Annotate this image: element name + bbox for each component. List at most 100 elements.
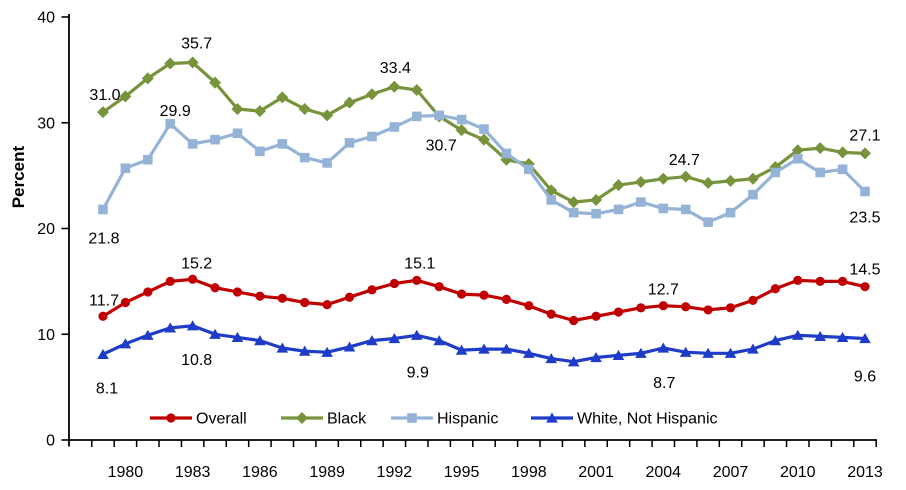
data-point-circle xyxy=(703,305,713,315)
data-point-circle xyxy=(300,297,310,308)
data-point-triangle xyxy=(119,338,132,349)
data-point-triangle xyxy=(791,329,804,340)
data-point-diamond xyxy=(365,88,378,101)
data-point-square xyxy=(143,154,153,165)
series-white-not-hispanic xyxy=(97,320,871,367)
data-point-diamond xyxy=(296,412,308,424)
data-point-diamond xyxy=(209,76,222,89)
data-point-circle xyxy=(412,275,422,285)
data-point-triangle xyxy=(209,328,221,339)
data-point-square xyxy=(725,207,736,218)
data-point-square xyxy=(344,138,355,148)
data-point-diamond xyxy=(298,103,311,116)
data-point-triangle xyxy=(231,331,244,343)
data-point-square xyxy=(187,139,198,149)
data-point-square xyxy=(411,111,422,122)
data-point-triangle xyxy=(254,335,266,346)
data-point-triangle xyxy=(679,346,692,357)
data-point-circle xyxy=(479,290,489,300)
data-point-square xyxy=(210,134,220,145)
data-point-circle xyxy=(770,284,780,294)
data-point-square xyxy=(501,148,512,159)
data-point-triangle xyxy=(321,346,333,357)
data-point-square xyxy=(815,167,825,178)
legend-item-white-not-hispanic: White, Not Hispanic xyxy=(531,411,718,428)
data-point-diamond xyxy=(791,144,804,157)
data-point-square xyxy=(703,217,713,227)
data-point-diamond xyxy=(141,72,154,85)
data-point-triangle xyxy=(478,343,490,354)
data-point-circle xyxy=(98,311,108,321)
data-point-triangle xyxy=(612,349,625,360)
data-point-square xyxy=(860,186,870,197)
x-tick-label: 2013 xyxy=(847,464,883,481)
legend-label-hispanic: Hispanic xyxy=(437,411,498,428)
data-point-triangle xyxy=(455,344,468,355)
data-point-square xyxy=(434,110,444,121)
x-tick-label: 1995 xyxy=(444,464,480,481)
data-point-triangle xyxy=(814,330,826,341)
y-tick-label: 0 xyxy=(46,433,55,450)
data-point-square xyxy=(792,153,803,164)
data-point-circle xyxy=(255,291,265,301)
data-point-diamond xyxy=(119,90,132,103)
data-point-square xyxy=(479,124,489,134)
data-point-diamond xyxy=(97,106,109,119)
data-point-diamond xyxy=(657,172,670,185)
data-point-triangle xyxy=(836,331,849,343)
y-tick-label: 30 xyxy=(37,115,55,132)
data-label-white-not-hispanic-1983: 10.8 xyxy=(181,352,212,369)
data-label-overall-1983: 15.2 xyxy=(181,255,212,272)
data-point-square xyxy=(837,164,848,175)
data-label-hispanic-1979: 21.8 xyxy=(88,230,119,247)
data-point-square xyxy=(546,195,557,205)
data-label-overall-1979: 11.7 xyxy=(89,292,119,309)
x-tick-label: 1992 xyxy=(377,464,413,481)
data-point-square xyxy=(680,204,691,215)
data-point-circle xyxy=(793,275,803,285)
data-point-diamond xyxy=(702,177,715,190)
data-point-triangle xyxy=(276,342,289,353)
data-point-square xyxy=(524,164,534,175)
data-point-triangle xyxy=(523,347,535,358)
y-tick-label: 40 xyxy=(37,10,55,27)
data-point-circle xyxy=(591,311,601,321)
data-label-overall-2004: 12.7 xyxy=(648,282,679,299)
data-point-square xyxy=(748,189,758,200)
data-point-triangle xyxy=(433,335,445,346)
data-point-triangle xyxy=(500,343,513,354)
series-hispanic xyxy=(98,110,870,227)
data-point-diamond xyxy=(859,147,871,160)
data-point-diamond xyxy=(321,109,334,122)
data-point-square xyxy=(636,197,646,207)
data-point-triangle xyxy=(388,332,401,344)
data-point-square xyxy=(407,413,417,423)
legend-label-overall: Overall xyxy=(196,411,247,428)
legend-label-black: Black xyxy=(327,411,367,428)
data-point-circle xyxy=(524,301,534,311)
x-tick-label: 1980 xyxy=(108,464,144,481)
data-point-triangle xyxy=(410,329,423,340)
data-point-circle xyxy=(389,278,399,289)
data-point-square xyxy=(456,114,467,125)
data-point-circle xyxy=(636,303,646,313)
data-point-diamond xyxy=(186,56,199,69)
data-point-triangle xyxy=(769,335,782,346)
data-point-triangle xyxy=(702,347,714,358)
data-point-circle xyxy=(188,274,198,284)
data-point-triangle xyxy=(546,412,558,423)
data-point-triangle xyxy=(142,329,154,340)
data-label-black-2013: 27.1 xyxy=(849,127,880,144)
y-axis-title: Percent xyxy=(9,145,28,208)
data-point-circle xyxy=(120,297,131,308)
data-point-circle xyxy=(569,315,579,326)
data-label-black-2004: 24.7 xyxy=(669,152,700,169)
data-label-black-1979: 31.0 xyxy=(89,87,120,104)
data-point-triangle xyxy=(635,347,647,358)
data-point-triangle xyxy=(97,348,109,359)
data-point-diamond xyxy=(679,170,692,183)
data-point-square xyxy=(277,139,288,149)
data-label-white-not-hispanic-1979: 8.1 xyxy=(96,380,118,397)
